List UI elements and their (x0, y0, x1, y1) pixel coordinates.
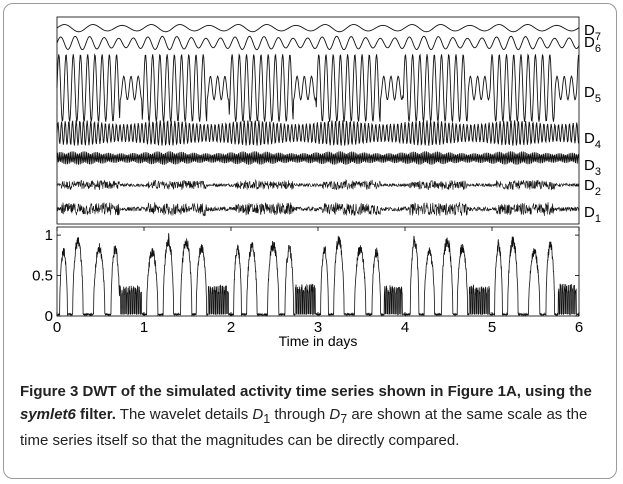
detail-series-d5 (56, 53, 580, 123)
detail-label-d5: D5 (584, 84, 601, 105)
x-tick-label-3: 3 (314, 319, 322, 336)
y-tick-label-0.5: 0.5 (32, 268, 53, 285)
activity-series (56, 232, 580, 317)
x-tick-label-0: 0 (53, 319, 61, 336)
x-tick-label-5: 5 (488, 319, 496, 336)
x-tick-label-6: 6 (575, 319, 583, 336)
detail-label-d2: D2 (584, 177, 601, 198)
detail-label-d4: D4 (584, 130, 601, 151)
caption-filter-name: symlet6 (20, 405, 76, 423)
x-axis-label: Time in days (279, 333, 358, 349)
details-frame (56, 16, 580, 225)
detail-series-d7 (56, 24, 580, 33)
signal-panel: 0 1 2 3 4 5 6 0 0.5 1 Time in days (32, 226, 583, 349)
x-tick-label-1: 1 (140, 319, 148, 336)
caption-label: Figure 3 (20, 383, 79, 400)
detail-series-d4 (56, 119, 580, 147)
detail-series-d2 (56, 178, 580, 191)
detail-series-d1 (56, 202, 580, 217)
figure-caption: Figure 3 DWT of the simulated activity t… (20, 381, 605, 453)
y-tick-label-1: 1 (45, 227, 53, 244)
detail-label-d7: D7 (584, 22, 601, 43)
detail-label-d6: D6 (584, 34, 601, 55)
caption-title: DWT of the simulated activity time serie… (20, 383, 592, 423)
y-tick-label-0: 0 (45, 308, 53, 325)
detail-label-d3: D3 (584, 157, 601, 178)
detail-label-d1: D1 (584, 204, 601, 225)
detail-series-d3 (56, 151, 580, 165)
x-tick-label-4: 4 (401, 319, 409, 336)
caption-body: The wavelet details D1 through D7 are sh… (20, 405, 588, 450)
detail-series-d6 (56, 35, 580, 51)
x-tick-label-2: 2 (227, 319, 235, 336)
